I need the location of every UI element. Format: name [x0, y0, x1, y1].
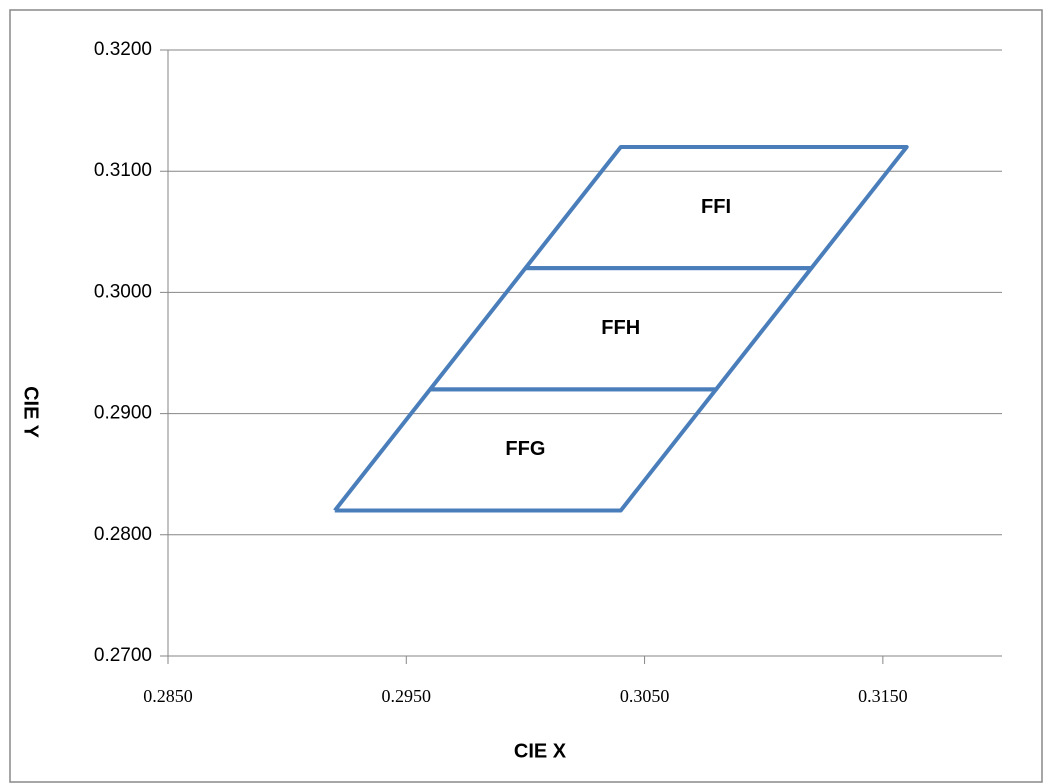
- y-tick-label: 0.3200: [94, 39, 152, 60]
- bin-outline: [523, 144, 909, 271]
- x-tick-label: 0.2950: [382, 686, 432, 706]
- chart-frame: [9, 9, 1043, 783]
- x-axis-title: CIE X: [514, 740, 567, 762]
- y-tick-label: 0.2800: [94, 524, 152, 545]
- x-tick-label: 0.3050: [620, 686, 670, 706]
- y-axis-title: CIE Y: [20, 386, 42, 439]
- x-tick-label: 0.3150: [858, 686, 908, 706]
- bin-label: FFH: [601, 317, 640, 339]
- y-tick-label: 0.3100: [94, 160, 152, 181]
- y-tick-label: 0.2700: [94, 645, 152, 666]
- y-tick-label: 0.2900: [94, 403, 152, 424]
- x-tick-label: 0.2850: [143, 686, 193, 706]
- y-tick-label: 0.3000: [94, 281, 152, 302]
- bin-label: FFG: [505, 438, 545, 460]
- bin-label: FFI: [701, 196, 731, 218]
